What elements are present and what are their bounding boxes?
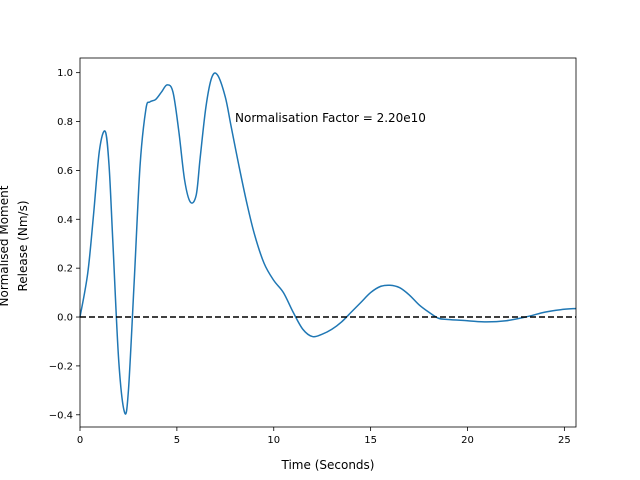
y-tick-label: 0.6 (57, 166, 73, 177)
y-tick-label: 0.2 (57, 264, 73, 275)
x-tick-label: 10 (267, 435, 280, 446)
y-axis-label-line2: Release (Nm/s) (16, 200, 30, 291)
y-axis-ticks: −0.4 −0.2 0.0 0.2 0.4 0.6 0.8 1.0 (49, 68, 80, 421)
y-tick-label: 0.0 (57, 313, 73, 324)
x-tick-label: 5 (174, 435, 180, 446)
y-tick-label: −0.4 (49, 410, 73, 421)
x-tick-label: 0 (77, 435, 83, 446)
series-line (79, 72, 577, 415)
x-tick-label: 20 (461, 435, 474, 446)
y-tick-label: −0.2 (49, 361, 73, 372)
y-tick-label: 0.4 (57, 215, 73, 226)
x-axis-label: Time (Seconds) (281, 458, 375, 472)
annotation-text: Normalisation Factor = 2.20e10 (235, 111, 426, 125)
plot-area (79, 57, 577, 428)
x-tick-label: 25 (558, 435, 571, 446)
y-axis-label-line1: Normalised Moment (0, 185, 11, 306)
x-tick-label: 15 (364, 435, 377, 446)
x-axis-ticks: 0 5 10 15 20 25 (77, 427, 571, 446)
y-tick-label: 1.0 (57, 68, 73, 79)
y-tick-label: 0.8 (57, 117, 73, 128)
plot-frame (79, 57, 577, 428)
